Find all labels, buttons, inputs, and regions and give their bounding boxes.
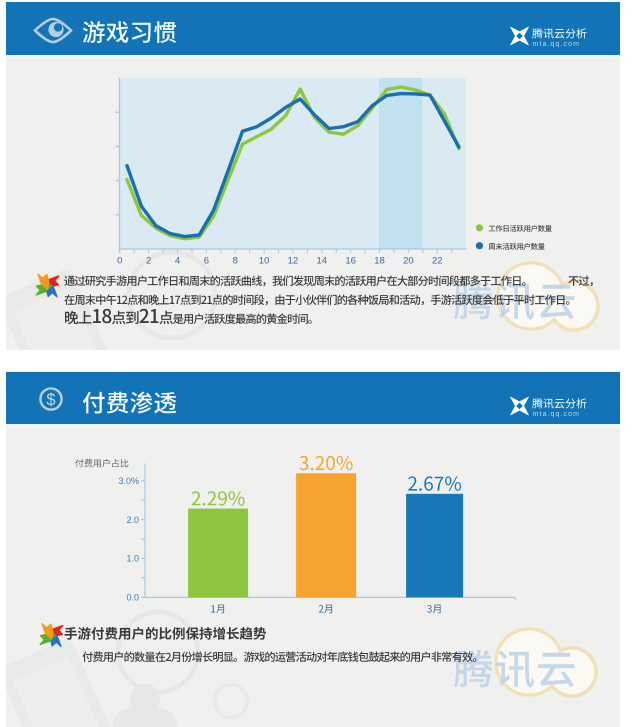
svg-text:0.0: 0.0 — [126, 592, 139, 602]
svg-text:mta.qq.com: mta.qq.com — [533, 41, 581, 48]
svg-text:22: 22 — [432, 256, 443, 267]
svg-text:3.0%: 3.0% — [118, 476, 139, 486]
svg-text:2.0: 2.0 — [126, 515, 139, 525]
svg-text:20: 20 — [403, 256, 414, 267]
svg-text:1.0: 1.0 — [126, 554, 139, 564]
svg-text:4: 4 — [175, 256, 180, 267]
svg-text:$: $ — [46, 391, 55, 409]
svg-text:10: 10 — [259, 256, 270, 267]
svg-text:12: 12 — [288, 256, 299, 267]
svg-text:mta.qq.com: mta.qq.com — [533, 411, 581, 418]
svg-text:8: 8 — [233, 256, 238, 267]
svg-text:16: 16 — [345, 256, 356, 267]
svg-text:14: 14 — [317, 256, 328, 267]
svg-text:2: 2 — [146, 256, 151, 267]
svg-text:6: 6 — [204, 256, 209, 267]
svg-text:0: 0 — [117, 256, 122, 267]
svg-text:18: 18 — [374, 256, 385, 267]
